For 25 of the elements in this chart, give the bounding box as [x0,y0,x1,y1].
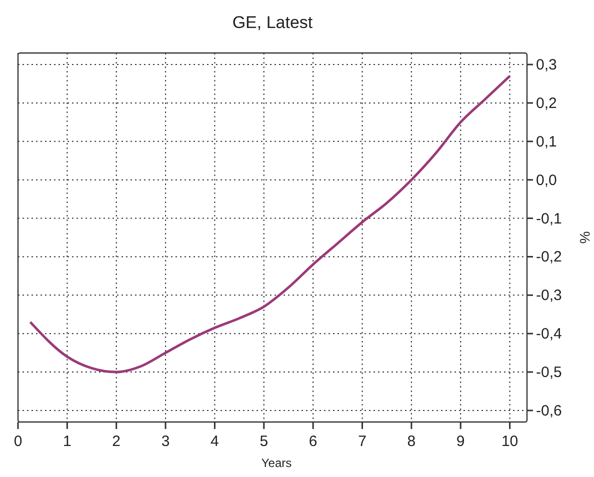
x-axis-title: Years [261,456,292,470]
line-series [29,74,512,374]
x-tick-label: 5 [260,433,268,450]
y-tick-label: -0,3 [536,287,562,304]
y-tick-label: -0,4 [536,326,562,343]
x-tick-label: 8 [407,433,416,450]
y-axis-title: % [577,231,593,244]
x-tick-label: 10 [501,433,518,450]
y-tick-label: 0,3 [536,56,557,74]
y-tick-label: -0,5 [536,364,562,382]
y-tick-label: 0,2 [536,94,557,112]
x-tick-label: 9 [456,433,465,450]
x-tick-label: 0 [14,433,22,450]
x-tick-label: 3 [161,433,170,450]
x-tick-label: 4 [210,433,219,450]
y-tick-label: -0,2 [536,248,562,266]
y-tick-label: 0,0 [536,172,557,189]
x-tick-label: 1 [63,433,72,450]
x-tick-label: 7 [358,433,366,450]
y-tick-label: 0,1 [536,133,557,150]
y-tick-label: -0,1 [536,210,562,228]
y-tick-label: -0,6 [536,402,562,420]
x-tick-label: 2 [112,433,121,450]
x-tick-label: 6 [308,433,318,450]
chart-title: GE, Latest [232,13,313,32]
